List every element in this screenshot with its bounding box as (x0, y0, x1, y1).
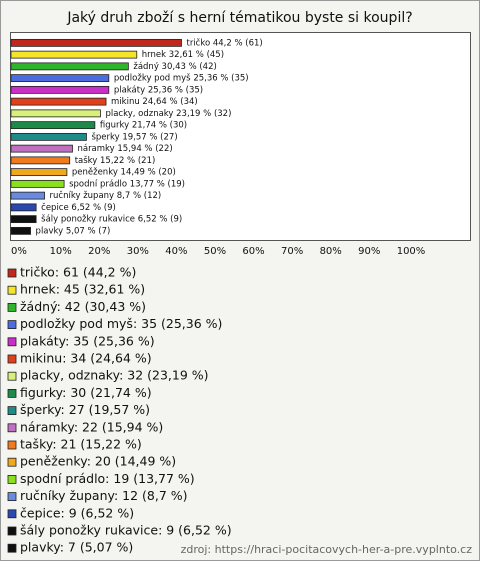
bar (10, 191, 45, 200)
legend-label: šály ponožky rukavice: 9 (6,52 %) (20, 523, 232, 538)
legend-swatch (7, 354, 17, 364)
legend-swatch (7, 423, 17, 433)
legend-label: čepice: 9 (6,52 %) (20, 505, 134, 520)
data-label: tričko 44,2 % (61) (186, 37, 262, 48)
legend-swatch (7, 320, 17, 330)
x-tick-label: 80% (320, 246, 342, 257)
legend-label: spodní prádlo: 19 (13,77 %) (20, 471, 195, 486)
x-tick-label: 0% (11, 246, 27, 257)
legend-swatch (7, 526, 17, 536)
legend-label: ručníky župany: 12 (8,7 %) (20, 488, 188, 503)
legend-label: figurky: 30 (21,74 %) (20, 385, 152, 400)
x-tick-label: 70% (281, 246, 303, 257)
data-label: šperky 19,57 % (27) (91, 131, 177, 142)
x-tick-label: 30% (127, 246, 149, 257)
x-tick-label: 100% (397, 246, 426, 257)
bar (10, 179, 65, 188)
bar (10, 97, 107, 106)
x-tick-label: 50% (204, 246, 226, 257)
x-tick-label: 10% (50, 246, 72, 257)
data-label: čepice 6,52 % (9) (41, 202, 116, 213)
x-tick-label: 40% (165, 246, 187, 257)
legend-label: plavky: 7 (5,07 %) (20, 540, 133, 555)
bar (10, 38, 182, 47)
legend-label: šperky: 27 (19,57 %) (20, 402, 150, 417)
x-tick-label: 90% (358, 246, 380, 257)
data-label: hrnek 32,61 % (45) (142, 50, 224, 60)
bar (10, 109, 101, 118)
bar (10, 168, 68, 177)
bar (10, 74, 110, 83)
data-label: mikinu 24,64 % (34) (111, 97, 198, 107)
data-label: podložky pod myš 25,36 % (35) (114, 73, 249, 84)
data-label: spodní prádlo 13,77 % (19) (69, 179, 185, 189)
data-label: figurky 21,74 % (30) (100, 121, 187, 131)
data-label: peněženky 14,49 % (20) (72, 168, 176, 178)
legend-label: peněženky: 20 (14,49 %) (20, 454, 176, 469)
source: zdroj: https://hraci-pocitacovych-her-a-… (181, 543, 473, 556)
x-tick-label: 20% (88, 246, 110, 257)
legend-swatch (7, 388, 17, 398)
legend-swatch (7, 406, 17, 416)
x-tick-label: 60% (242, 246, 264, 257)
data-label: placky, odznaky 23,19 % (32) (105, 109, 231, 119)
bar (10, 50, 138, 59)
data-label: šály ponožky rukavice 6,52 % (9) (41, 214, 182, 225)
legend-swatch (7, 440, 17, 450)
legend-swatch (7, 337, 17, 347)
bar (10, 215, 37, 224)
bar (10, 132, 87, 141)
legend-swatch (7, 492, 17, 502)
legend-label: tričko: 61 (44,2 %) (20, 265, 136, 280)
bar (10, 203, 37, 212)
legend-swatch (7, 268, 17, 278)
legend-label: žádný: 42 (30,43 %) (20, 299, 146, 314)
data-label: plakáty 25,36 % (35) (114, 85, 203, 95)
legend-swatch (7, 302, 17, 312)
legend-swatch (7, 457, 17, 467)
bar (10, 85, 110, 94)
data-label: žádný 30,43 % (42) (133, 62, 216, 72)
chart-title: Jaký druh zboží s herní tématikou byste … (66, 10, 412, 26)
legend-swatch (7, 474, 17, 484)
legend-swatch (7, 509, 17, 519)
data-label: plavky 5,07 % (7) (36, 226, 111, 236)
legend-swatch (7, 285, 17, 295)
bar (10, 156, 71, 165)
bar (10, 121, 96, 130)
data-label: tašky 15,22 % (21) (75, 155, 156, 166)
data-label: náramky 15,94 % (22) (77, 144, 172, 154)
legend-label: tašky: 21 (15,22 %) (20, 437, 142, 452)
bar (10, 62, 129, 71)
bar (10, 226, 31, 235)
legend-label: náramky: 22 (15,94 %) (20, 419, 163, 434)
bar (10, 144, 73, 153)
legend-label: hrnek: 45 (32,61 %) (20, 282, 145, 297)
data-label: ručníky župany 8,7 % (12) (50, 190, 162, 201)
legend-swatch (7, 371, 17, 381)
legend-label: placky, odznaky: 32 (23,19 %) (20, 368, 209, 383)
legend-label: podložky pod myš: 35 (25,36 %) (20, 316, 222, 331)
legend-label: mikinu: 34 (24,64 %) (20, 351, 152, 366)
legend-swatch (7, 543, 17, 553)
legend-label: plakáty: 35 (25,36 %) (20, 333, 155, 348)
